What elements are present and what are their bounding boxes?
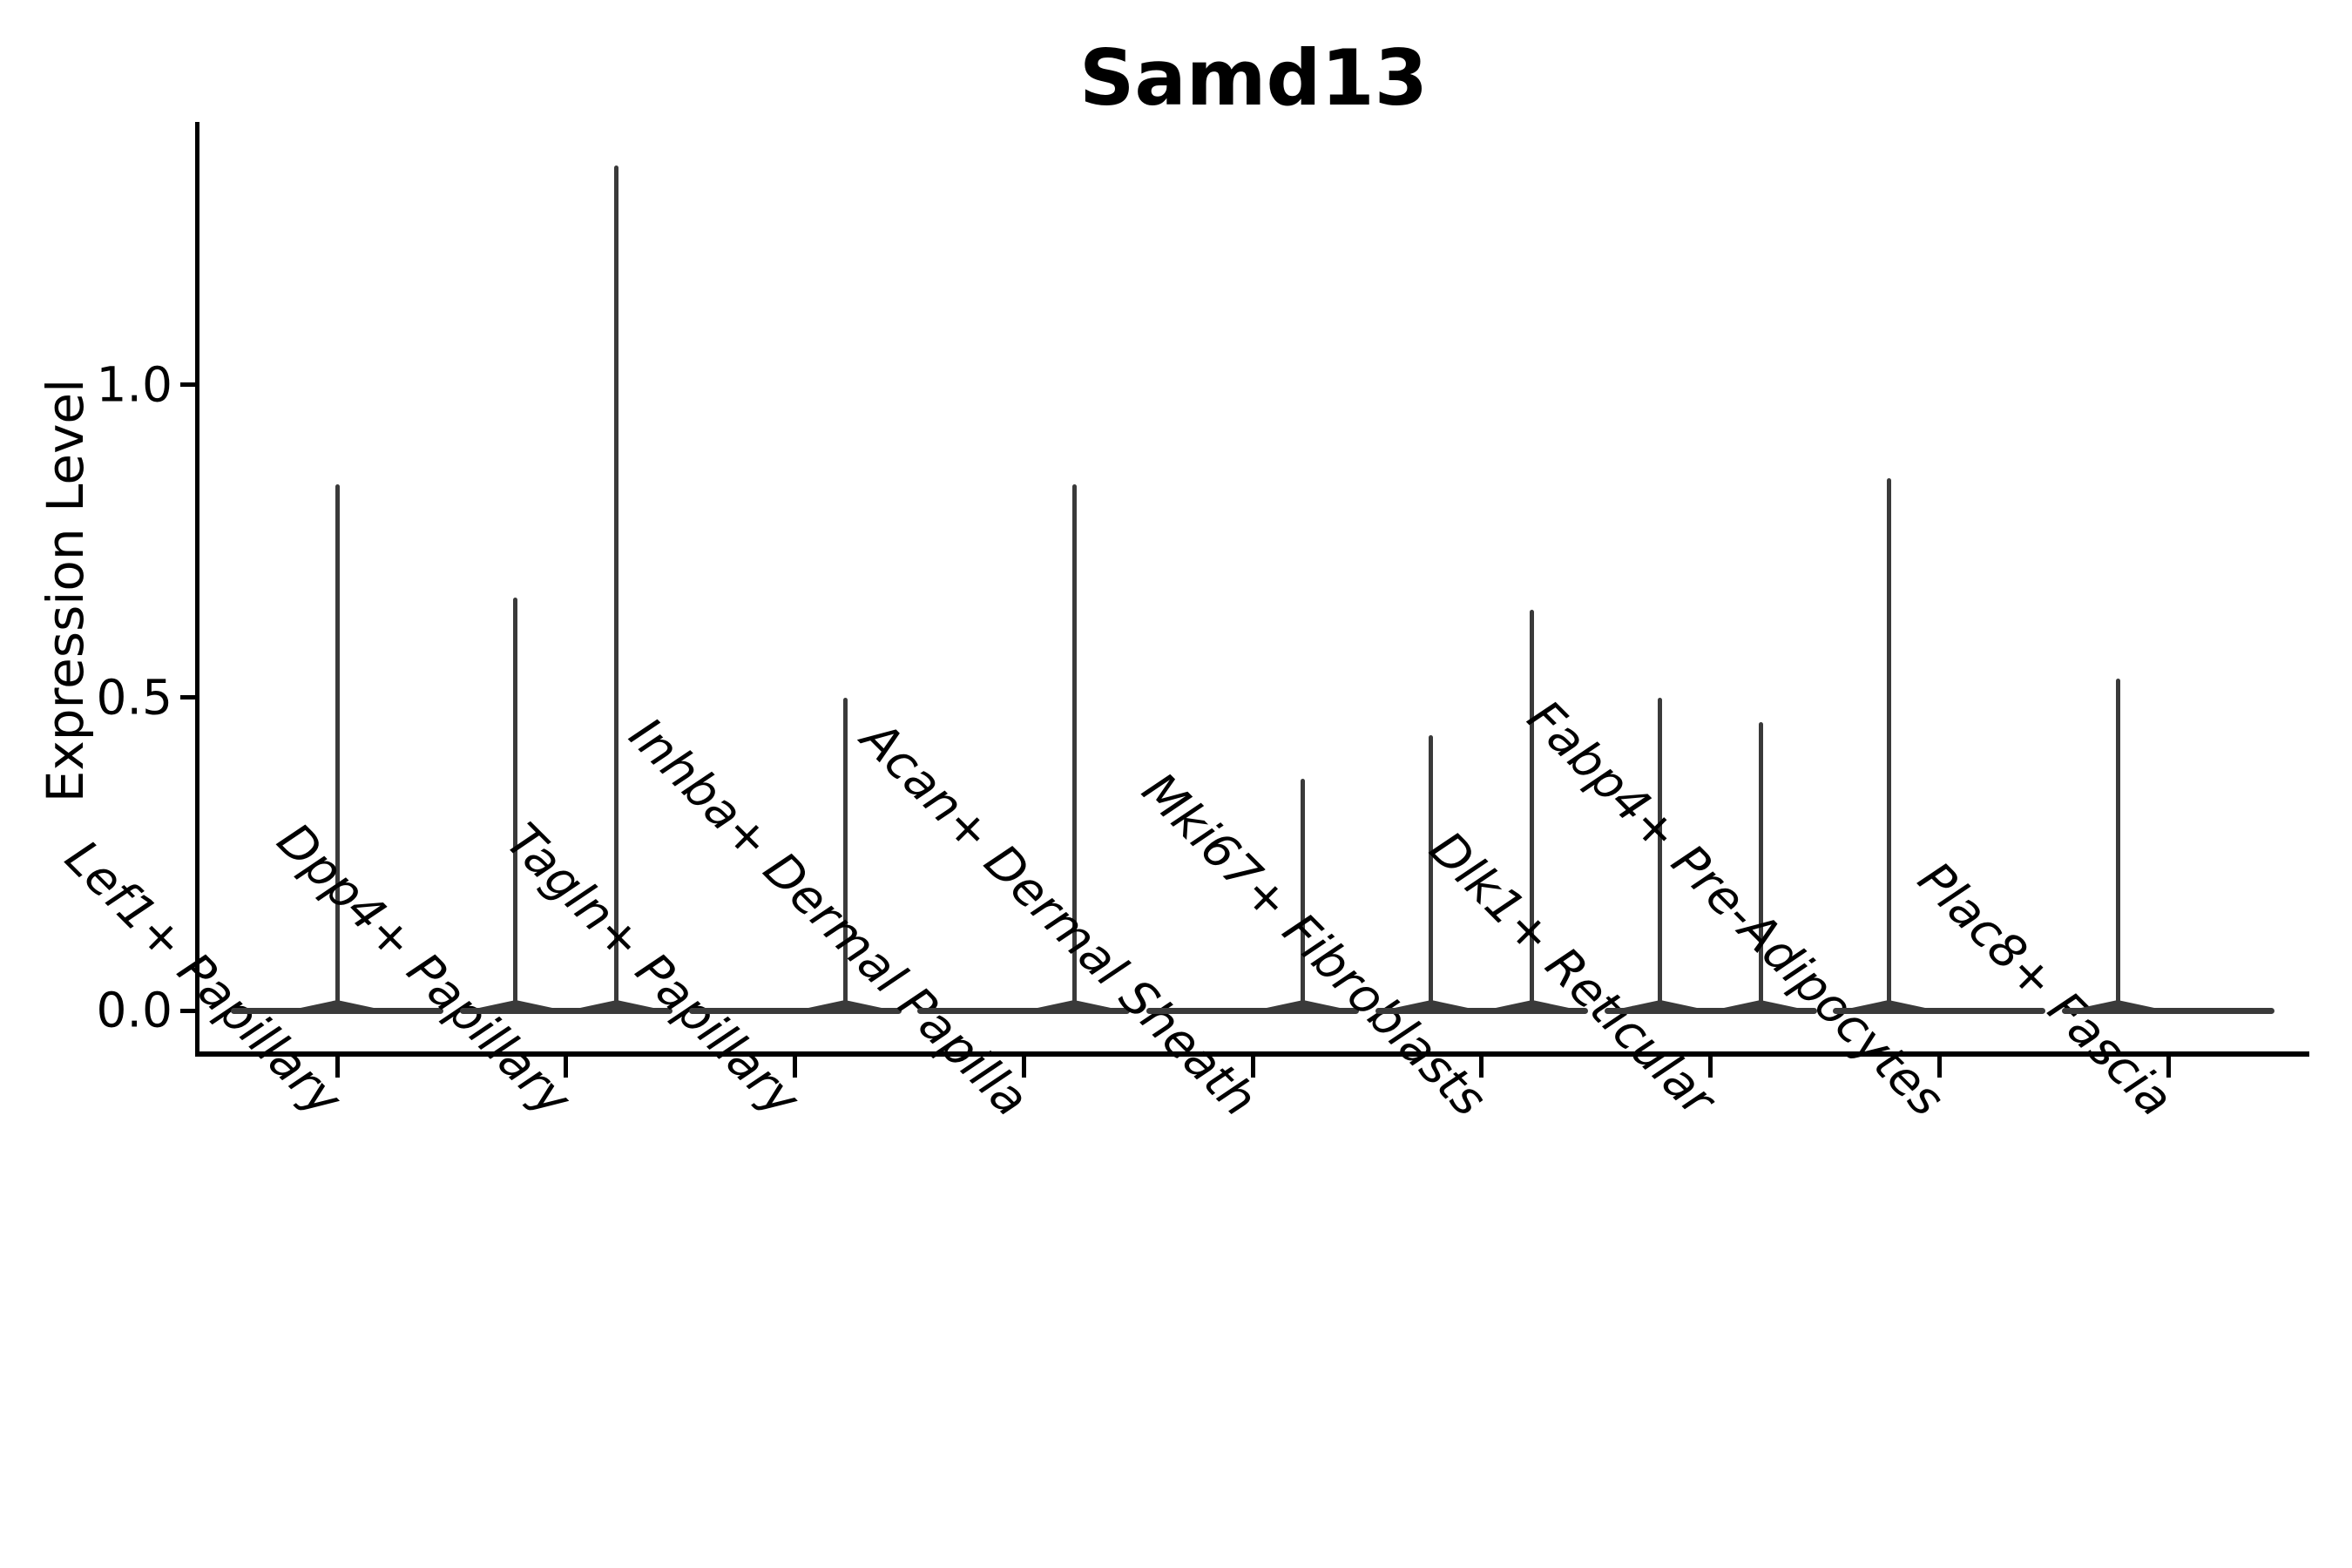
violin-base [1833,1008,2046,1014]
violin-base [1604,1008,1817,1014]
y-tick-mark [180,382,198,387]
y-tick-mark [180,695,198,700]
violin-base [1375,1008,1588,1014]
violin-base [688,1008,902,1014]
plot-title: Samd13 [1079,33,1428,123]
x-tick-label: Inhba+ Dermal Papilla [618,706,1039,1127]
x-tick-label: Acan+ Dermal Sheath [851,710,1268,1127]
violin-base [459,1008,672,1014]
violin-spike [1071,484,1077,1014]
violin-base [2062,1008,2274,1014]
violin-base [917,1008,1131,1014]
violin-spike [1301,779,1306,1014]
violin-spike [513,597,518,1014]
violin-spike [1658,697,1663,1014]
x-tick-mark [335,1057,340,1078]
x-tick-mark [793,1057,797,1078]
x-axis-spine [195,1051,2309,1057]
y-tick-label: 0.5 [96,669,172,726]
y-tick-mark [180,1008,198,1013]
x-tick-mark [564,1057,569,1078]
y-axis-label: Expression Level [36,378,95,803]
violin-spike [2115,679,2120,1014]
y-tick-label: 1.0 [96,356,172,412]
x-tick-mark [2166,1057,2171,1078]
y-tick-label: 0.0 [96,982,172,1038]
x-tick-mark [1479,1057,1484,1078]
violin-spike [1429,734,1434,1014]
violin-spike [842,697,848,1014]
x-tick-mark [1250,1057,1255,1078]
x-tick-mark [1708,1057,1713,1078]
violin-spike [614,166,619,1014]
x-tick-mark [1021,1057,1026,1078]
violin-spike [335,484,340,1014]
violin-spike [1886,478,1891,1014]
violin-base [1146,1008,1359,1014]
violin-spike [1530,610,1535,1014]
x-tick-mark [1936,1057,1942,1078]
violin-spike [1758,722,1763,1014]
y-axis-spine [195,122,199,1057]
